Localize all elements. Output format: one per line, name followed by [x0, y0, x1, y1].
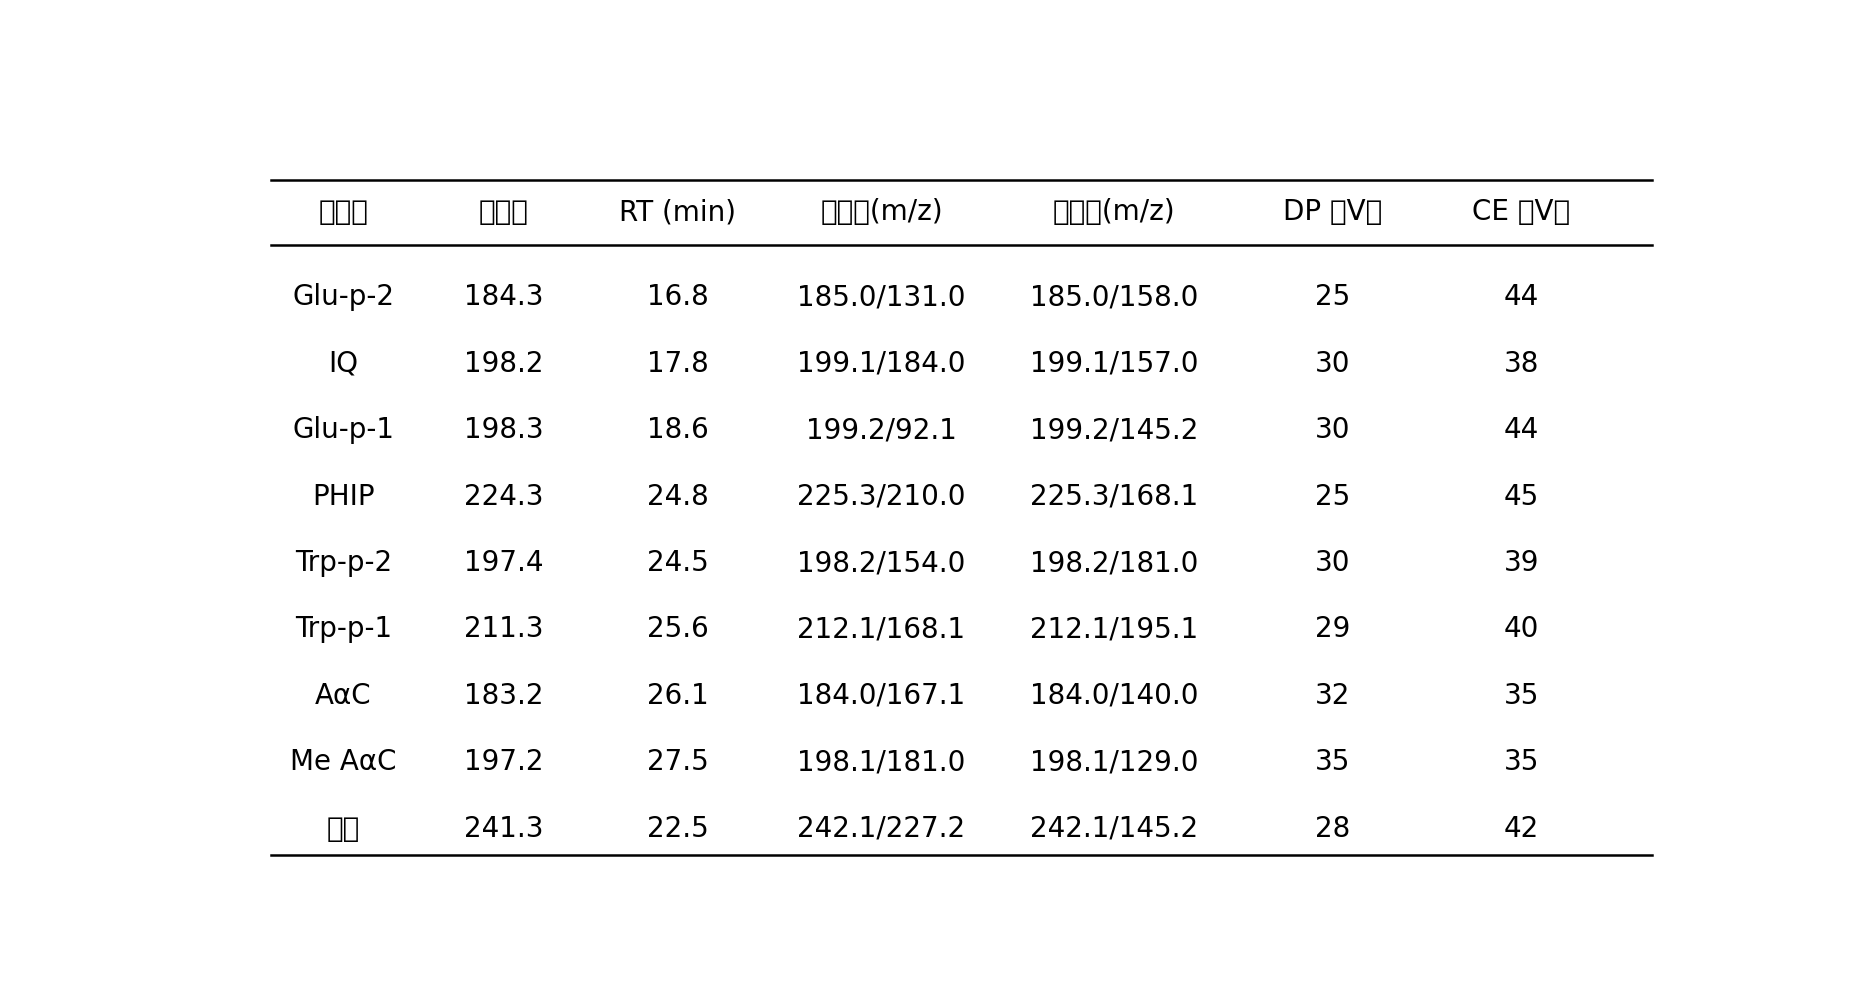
Text: 39: 39 — [1503, 549, 1538, 577]
Text: 199.1/184.0: 199.1/184.0 — [797, 350, 966, 378]
Text: 198.2: 198.2 — [463, 350, 544, 378]
Text: 184.0/167.1: 184.0/167.1 — [797, 682, 966, 710]
Text: 198.3: 198.3 — [463, 416, 544, 444]
Text: 35: 35 — [1503, 748, 1538, 776]
Text: 42: 42 — [1503, 815, 1538, 842]
Text: 241.3: 241.3 — [463, 815, 544, 842]
Text: 28: 28 — [1315, 815, 1351, 842]
Text: 199.2/145.2: 199.2/145.2 — [1030, 416, 1199, 444]
Text: 25: 25 — [1315, 283, 1351, 311]
Text: 198.1/129.0: 198.1/129.0 — [1030, 748, 1199, 776]
Text: 185.0/131.0: 185.0/131.0 — [797, 283, 966, 311]
Text: IQ: IQ — [328, 350, 358, 378]
Text: 离子对(m/z): 离子对(m/z) — [1052, 198, 1176, 226]
Text: 25: 25 — [1315, 483, 1351, 510]
Text: 离子对(m/z): 离子对(m/z) — [820, 198, 944, 226]
Text: 35: 35 — [1503, 682, 1538, 710]
Text: 30: 30 — [1315, 416, 1351, 444]
Text: 197.2: 197.2 — [463, 748, 544, 776]
Text: 242.1/145.2: 242.1/145.2 — [1030, 815, 1199, 842]
Text: 183.2: 183.2 — [463, 682, 544, 710]
Text: 18.6: 18.6 — [647, 416, 709, 444]
Text: 242.1/227.2: 242.1/227.2 — [797, 815, 966, 842]
Text: PHIP: PHIP — [311, 483, 375, 510]
Text: 25.6: 25.6 — [647, 615, 709, 643]
Text: 24.5: 24.5 — [647, 549, 709, 577]
Text: 224.3: 224.3 — [463, 483, 544, 510]
Text: 30: 30 — [1315, 350, 1351, 378]
Text: AαC: AαC — [315, 682, 371, 710]
Text: Trp-p-2: Trp-p-2 — [295, 549, 392, 577]
Text: 225.3/168.1: 225.3/168.1 — [1030, 483, 1199, 510]
Text: 184.3: 184.3 — [463, 283, 544, 311]
Text: 197.4: 197.4 — [463, 549, 544, 577]
Text: 199.2/92.1: 199.2/92.1 — [807, 416, 957, 444]
Text: 30: 30 — [1315, 549, 1351, 577]
Text: Me AαC: Me AαC — [291, 748, 398, 776]
Text: 26.1: 26.1 — [647, 682, 709, 710]
Text: 24.8: 24.8 — [647, 483, 709, 510]
Text: 38: 38 — [1503, 350, 1538, 378]
Text: 22.5: 22.5 — [647, 815, 709, 842]
Text: 27.5: 27.5 — [647, 748, 709, 776]
Text: 212.1/195.1: 212.1/195.1 — [1030, 615, 1199, 643]
Text: 35: 35 — [1315, 748, 1351, 776]
Text: Glu-p-1: Glu-p-1 — [293, 416, 394, 444]
Text: 32: 32 — [1315, 682, 1351, 710]
Text: 17.8: 17.8 — [647, 350, 709, 378]
Text: 分子量: 分子量 — [478, 198, 529, 226]
Text: 211.3: 211.3 — [463, 615, 544, 643]
Text: 29: 29 — [1315, 615, 1351, 643]
Text: 45: 45 — [1503, 483, 1538, 510]
Text: 199.1/157.0: 199.1/157.0 — [1030, 350, 1199, 378]
Text: 内标: 内标 — [326, 815, 360, 842]
Text: 198.2/181.0: 198.2/181.0 — [1030, 549, 1199, 577]
Text: CE （V）: CE （V） — [1473, 198, 1570, 226]
Text: 198.2/154.0: 198.2/154.0 — [797, 549, 966, 577]
Text: 212.1/168.1: 212.1/168.1 — [797, 615, 966, 643]
Text: 16.8: 16.8 — [647, 283, 709, 311]
Text: 44: 44 — [1503, 283, 1538, 311]
Text: DP （V）: DP （V） — [1283, 198, 1383, 226]
Text: 40: 40 — [1503, 615, 1538, 643]
Text: 184.0/140.0: 184.0/140.0 — [1030, 682, 1199, 710]
Text: 化合物: 化合物 — [319, 198, 368, 226]
Text: 44: 44 — [1503, 416, 1538, 444]
Text: Trp-p-1: Trp-p-1 — [295, 615, 392, 643]
Text: RT (min): RT (min) — [619, 198, 737, 226]
Text: 185.0/158.0: 185.0/158.0 — [1030, 283, 1199, 311]
Text: Glu-p-2: Glu-p-2 — [293, 283, 394, 311]
Text: 198.1/181.0: 198.1/181.0 — [797, 748, 966, 776]
Text: 225.3/210.0: 225.3/210.0 — [797, 483, 966, 510]
